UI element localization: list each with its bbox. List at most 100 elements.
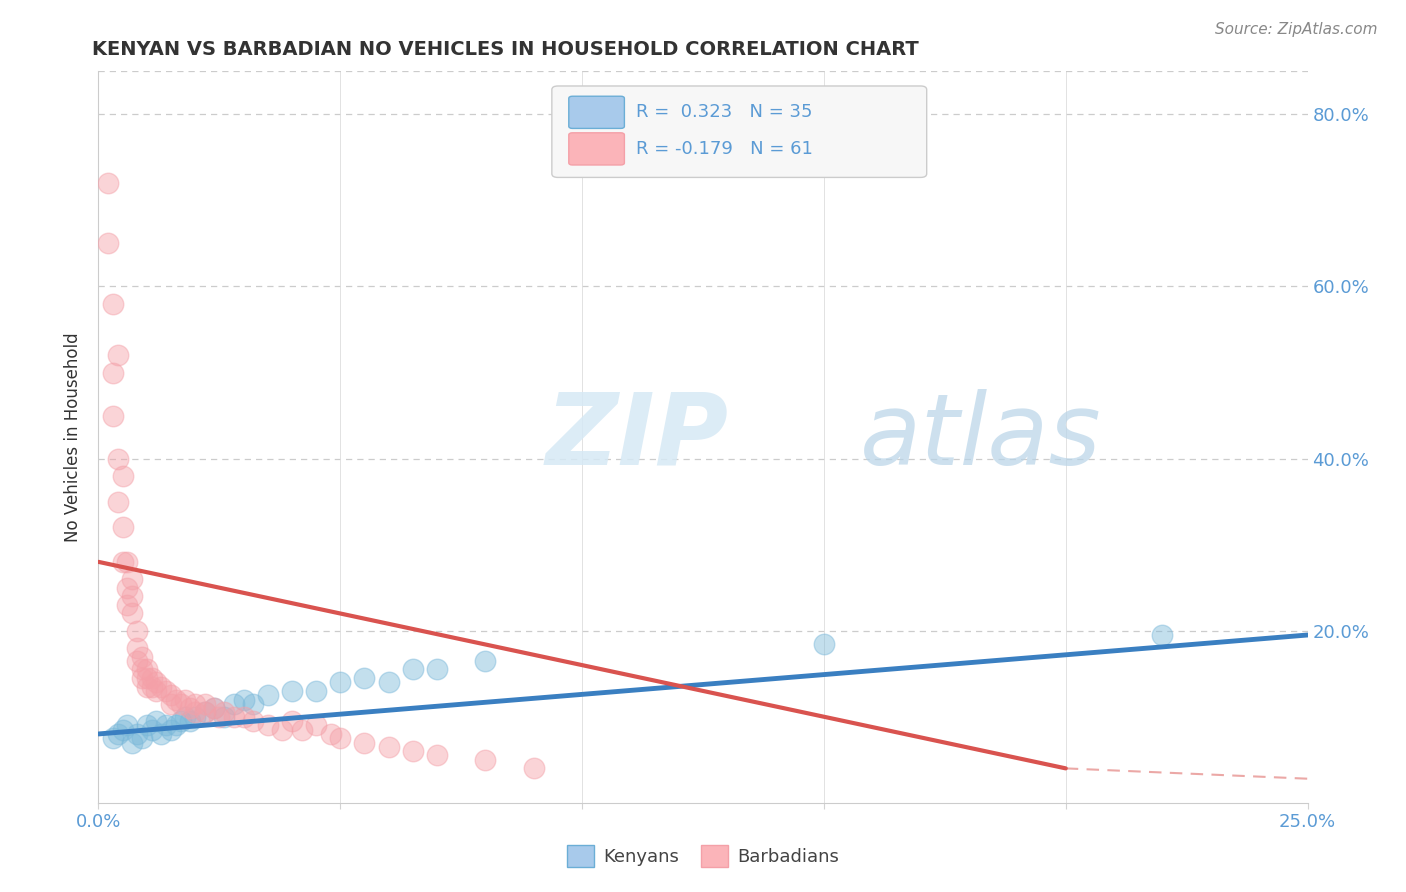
Point (121, 735, 143, 749)
Point (256, 688, 278, 702)
Point (426, 662, 449, 676)
Point (184, 710, 207, 724)
Point (141, 671, 163, 685)
Point (155, 684, 177, 698)
Point (107, 451, 129, 466)
Point (101, 409, 124, 423)
Legend: Kenyans, Barbadians: Kenyans, Barbadians (560, 838, 846, 874)
Point (127, 727, 149, 741)
Point (131, 671, 153, 685)
Point (377, 675, 399, 690)
Point (135, 680, 157, 694)
Point (135, 718, 157, 732)
Point (165, 692, 187, 706)
Point (107, 727, 129, 741)
Point (174, 710, 197, 724)
Text: atlas: atlas (860, 389, 1102, 485)
Point (141, 680, 163, 694)
Point (271, 723, 294, 737)
Point (212, 710, 235, 724)
Point (121, 607, 143, 621)
Point (121, 589, 143, 603)
Point (121, 572, 143, 586)
Point (813, 637, 835, 651)
Point (101, 731, 124, 746)
Point (117, 555, 139, 569)
Point (131, 649, 153, 664)
Text: Source: ZipAtlas.com: Source: ZipAtlas.com (1215, 22, 1378, 37)
Point (179, 714, 201, 728)
Point (222, 697, 245, 711)
Point (145, 684, 167, 698)
Point (204, 701, 226, 715)
Point (160, 697, 183, 711)
Point (117, 581, 139, 595)
Point (242, 697, 264, 711)
FancyBboxPatch shape (569, 133, 624, 165)
Point (474, 654, 496, 668)
Point (353, 735, 375, 749)
Point (256, 718, 278, 732)
Point (155, 718, 177, 732)
Point (290, 723, 312, 737)
Point (281, 714, 304, 728)
Point (111, 555, 134, 569)
Point (135, 671, 157, 685)
Point (127, 654, 149, 668)
Point (402, 744, 425, 758)
Point (474, 753, 496, 767)
Point (127, 624, 149, 638)
Point (117, 718, 139, 732)
Point (101, 296, 124, 310)
Point (111, 520, 134, 534)
Point (101, 366, 124, 380)
Point (222, 710, 245, 724)
Point (160, 688, 183, 702)
Point (208, 710, 231, 724)
Point (127, 640, 149, 655)
Point (179, 701, 201, 715)
Point (141, 723, 163, 737)
Point (145, 675, 167, 690)
Point (305, 684, 328, 698)
Point (184, 697, 207, 711)
Point (117, 598, 139, 612)
Point (329, 675, 352, 690)
Point (232, 692, 254, 706)
Point (150, 680, 173, 694)
Point (97, 176, 120, 190)
Point (194, 706, 217, 720)
FancyBboxPatch shape (551, 86, 927, 178)
Point (305, 718, 328, 732)
Point (111, 468, 134, 483)
Point (184, 706, 207, 720)
Text: R = -0.179   N = 61: R = -0.179 N = 61 (637, 140, 814, 158)
Point (111, 723, 134, 737)
Point (426, 748, 449, 763)
Point (169, 714, 191, 728)
Text: ZIP: ZIP (546, 389, 728, 485)
Point (107, 348, 129, 362)
Point (131, 662, 153, 676)
Point (135, 662, 157, 676)
Point (194, 697, 217, 711)
Point (232, 710, 254, 724)
Point (353, 671, 375, 685)
Point (523, 761, 546, 775)
Point (329, 731, 352, 746)
Text: KENYAN VS BARBADIAN NO VEHICLES IN HOUSEHOLD CORRELATION CHART: KENYAN VS BARBADIAN NO VEHICLES IN HOUSE… (93, 39, 920, 59)
Point (204, 701, 226, 715)
Point (160, 723, 183, 737)
Point (194, 706, 217, 720)
Point (402, 662, 425, 676)
Text: R =  0.323   N = 35: R = 0.323 N = 35 (637, 103, 813, 121)
Point (165, 718, 187, 732)
Point (377, 739, 399, 754)
Point (212, 706, 235, 720)
Point (150, 727, 173, 741)
Point (174, 692, 197, 706)
Y-axis label: No Vehicles in Household: No Vehicles in Household (65, 332, 83, 542)
Point (1152, 628, 1174, 642)
Point (169, 697, 191, 711)
Point (131, 731, 153, 746)
